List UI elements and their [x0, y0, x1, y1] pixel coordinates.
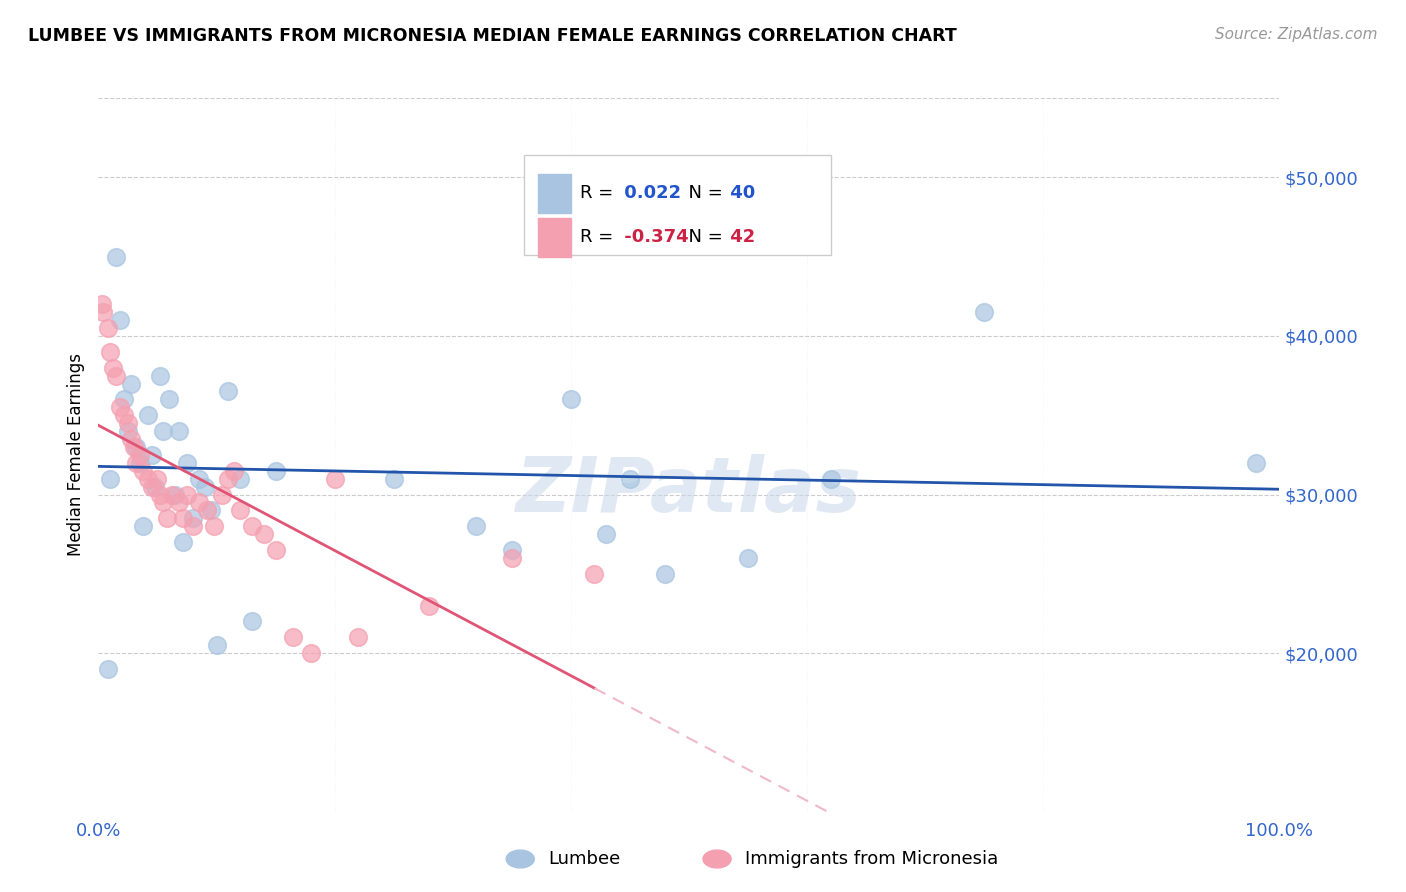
- Point: [240, 615, 263, 629]
- Point: [283, 630, 305, 644]
- Point: [229, 503, 252, 517]
- Point: [229, 472, 252, 486]
- Point: [501, 551, 523, 566]
- Point: [560, 392, 582, 407]
- Point: [181, 519, 204, 533]
- Point: [167, 424, 190, 438]
- Point: [217, 472, 239, 486]
- Point: [121, 376, 143, 391]
- Point: [465, 519, 488, 533]
- Point: [136, 472, 159, 486]
- Point: [176, 456, 198, 470]
- Point: [595, 527, 617, 541]
- Point: [973, 305, 995, 319]
- Point: [146, 472, 169, 486]
- Y-axis label: Median Female Earnings: Median Female Earnings: [66, 353, 84, 557]
- Point: [128, 448, 150, 462]
- Text: 40: 40: [724, 184, 755, 202]
- Point: [501, 543, 523, 558]
- Point: [108, 401, 131, 415]
- Point: [97, 662, 120, 676]
- Point: [737, 551, 759, 566]
- Point: [149, 368, 172, 383]
- Point: [112, 409, 135, 423]
- Text: R =: R =: [581, 228, 613, 246]
- Point: [172, 535, 194, 549]
- Point: [200, 503, 222, 517]
- Point: [167, 495, 190, 509]
- Point: [240, 519, 263, 533]
- Point: [141, 480, 163, 494]
- Point: [108, 313, 131, 327]
- Point: [105, 368, 128, 383]
- Point: [105, 250, 128, 264]
- Point: [97, 321, 120, 335]
- Point: [157, 392, 180, 407]
- Point: [152, 495, 174, 509]
- Point: [820, 472, 842, 486]
- Bar: [537, 174, 571, 213]
- Point: [160, 487, 183, 501]
- Text: Immigrants from Micronesia: Immigrants from Micronesia: [745, 850, 998, 868]
- Point: [117, 416, 139, 430]
- Text: Source: ZipAtlas.com: Source: ZipAtlas.com: [1215, 27, 1378, 42]
- Point: [152, 424, 174, 438]
- Text: 42: 42: [724, 228, 755, 246]
- Point: [619, 472, 641, 486]
- Point: [176, 487, 198, 501]
- Point: [181, 511, 204, 525]
- Point: [583, 566, 606, 581]
- Point: [194, 480, 217, 494]
- Text: Lumbee: Lumbee: [548, 850, 620, 868]
- Point: [101, 360, 124, 375]
- Point: [132, 519, 155, 533]
- Text: -0.374: -0.374: [619, 228, 689, 246]
- Point: [224, 464, 246, 478]
- Point: [125, 456, 148, 470]
- Point: [117, 424, 139, 438]
- Point: [187, 472, 209, 486]
- Point: [654, 566, 676, 581]
- Point: [418, 599, 440, 613]
- Point: [172, 511, 194, 525]
- Point: [165, 487, 187, 501]
- Point: [1244, 456, 1267, 470]
- Bar: [537, 218, 571, 257]
- Point: [205, 638, 228, 652]
- Point: [217, 384, 239, 399]
- Point: [91, 305, 114, 319]
- Point: [156, 511, 179, 525]
- Text: N =: N =: [678, 184, 723, 202]
- Point: [211, 487, 233, 501]
- Text: 0.022: 0.022: [619, 184, 681, 202]
- Point: [128, 456, 150, 470]
- Point: [264, 543, 287, 558]
- Text: N =: N =: [678, 228, 723, 246]
- Point: [136, 409, 159, 423]
- Point: [382, 472, 405, 486]
- Text: LUMBEE VS IMMIGRANTS FROM MICRONESIA MEDIAN FEMALE EARNINGS CORRELATION CHART: LUMBEE VS IMMIGRANTS FROM MICRONESIA MED…: [28, 27, 957, 45]
- FancyBboxPatch shape: [523, 155, 831, 255]
- Point: [323, 472, 346, 486]
- Point: [132, 464, 155, 478]
- Point: [347, 630, 370, 644]
- Point: [98, 344, 121, 359]
- Text: R =: R =: [581, 184, 613, 202]
- Point: [112, 392, 135, 407]
- Point: [121, 432, 143, 446]
- Point: [122, 440, 145, 454]
- Point: [125, 440, 148, 454]
- Point: [187, 495, 209, 509]
- Point: [143, 480, 166, 494]
- Point: [299, 646, 322, 660]
- Point: [253, 527, 276, 541]
- Point: [91, 297, 114, 311]
- Point: [98, 472, 121, 486]
- Text: ZIPatlas: ZIPatlas: [516, 454, 862, 527]
- Point: [149, 487, 172, 501]
- Point: [264, 464, 287, 478]
- Point: [202, 519, 225, 533]
- Point: [195, 503, 218, 517]
- Point: [141, 448, 163, 462]
